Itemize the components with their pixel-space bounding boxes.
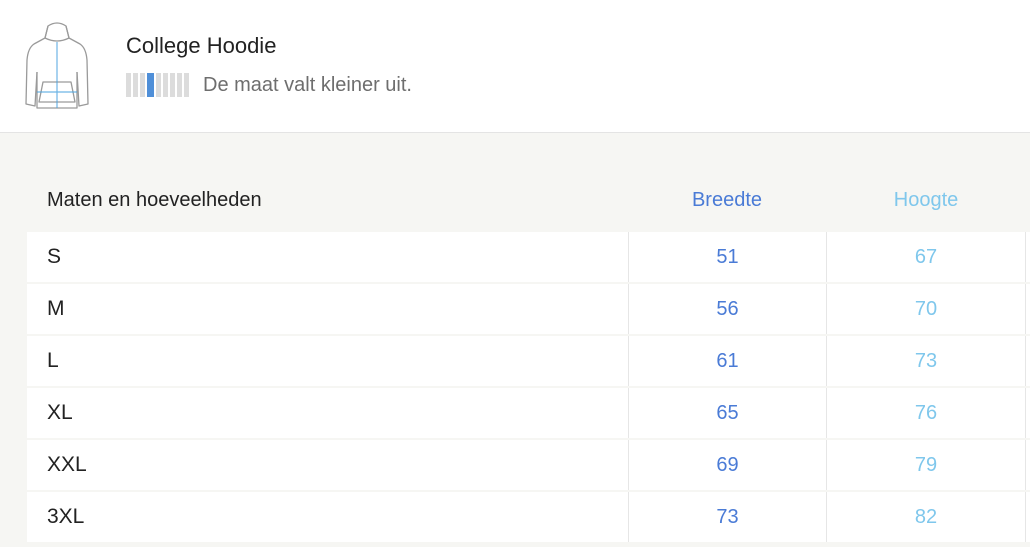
width-cell: 51 <box>628 232 826 282</box>
width-cell: 61 <box>628 336 826 386</box>
size-cell: 3XL <box>47 505 85 528</box>
fit-indicator: De maat valt kleiner uit. <box>126 72 412 98</box>
fit-scale <box>126 73 189 97</box>
table-row[interactable]: L 61 73 <box>27 336 1030 386</box>
product-header: College Hoodie De maat valt kleiner uit. <box>0 0 1030 133</box>
size-cell: L <box>47 349 59 372</box>
fit-scale-marker <box>147 73 154 97</box>
size-cell: XL <box>47 401 73 424</box>
fit-scale-segment <box>140 73 145 97</box>
hoodie-icon <box>25 22 89 109</box>
fit-scale-segment <box>170 73 175 97</box>
height-cell: 82 <box>826 492 1026 542</box>
width-cell: 69 <box>628 440 826 490</box>
width-cell: 56 <box>628 284 826 334</box>
height-cell: 67 <box>826 232 1026 282</box>
fit-scale-segment <box>184 73 189 97</box>
size-panel: Maten en hoeveelheden Breedte Hoogte S 5… <box>0 133 1030 547</box>
table-row[interactable]: XL 65 76 <box>27 388 1030 438</box>
width-cell: 73 <box>628 492 826 542</box>
fit-scale-segment <box>163 73 168 97</box>
product-title: College Hoodie <box>126 33 277 58</box>
table-row[interactable]: M 56 70 <box>27 284 1030 334</box>
height-cell: 76 <box>826 388 1026 438</box>
table-row[interactable]: 3XL 73 82 <box>27 492 1030 542</box>
size-cell: S <box>47 245 62 268</box>
height-cell: 73 <box>826 336 1026 386</box>
sizes-column-header: Maten en hoeveelheden <box>47 189 262 211</box>
fit-scale-segment <box>177 73 182 97</box>
height-cell: 70 <box>826 284 1026 334</box>
width-cell: 65 <box>628 388 826 438</box>
height-column-header[interactable]: Hoogte <box>893 189 959 211</box>
fit-scale-segment <box>156 73 161 97</box>
table-row[interactable]: XXL 69 79 <box>27 440 1030 490</box>
fit-scale-segment <box>126 73 131 97</box>
width-column-header[interactable]: Breedte <box>691 189 763 211</box>
fit-scale-segment <box>133 73 138 97</box>
size-cell: XXL <box>47 453 87 476</box>
table-row[interactable]: S 51 67 <box>27 232 1030 282</box>
fit-text: De maat valt kleiner uit. <box>203 73 412 96</box>
size-table: S 51 67 M 56 70 L 61 73 XL 65 76 XXL 69 … <box>27 232 1030 544</box>
size-cell: M <box>47 297 65 320</box>
height-cell: 79 <box>826 440 1026 490</box>
